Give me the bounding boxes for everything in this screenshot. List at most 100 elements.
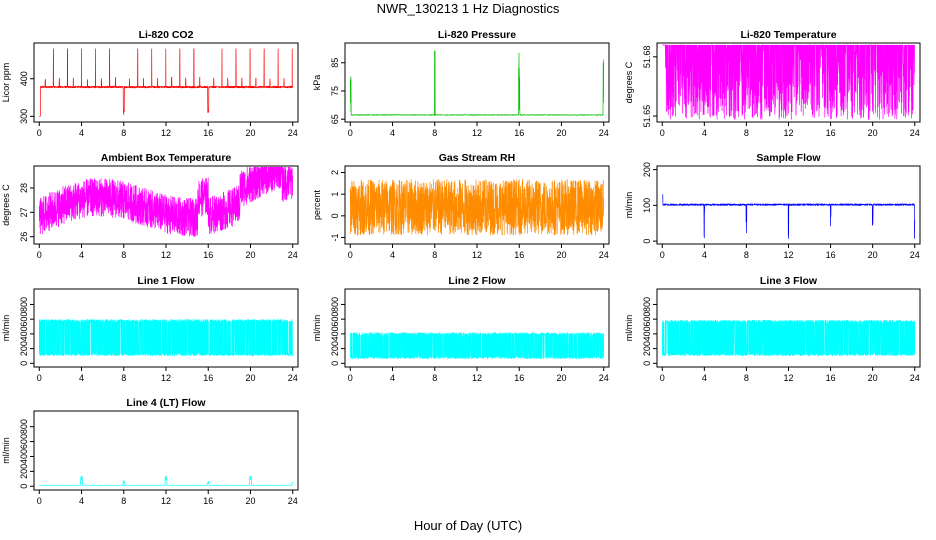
x-tick-label: 24	[288, 496, 298, 506]
panel-title: Li-820 Pressure	[438, 29, 516, 41]
y-axis-label: kPa	[312, 75, 322, 91]
series-line	[661, 319, 916, 357]
y-axis-label: percent	[312, 189, 322, 220]
panel-title: Line 2 Flow	[448, 275, 506, 287]
y-tick-label: 400	[19, 449, 29, 464]
x-tick-label: 20	[245, 373, 255, 383]
x-tick-label: 4	[79, 250, 84, 260]
y-tick-label: 200	[642, 341, 652, 356]
y-tick-label: -1	[330, 233, 340, 241]
x-tick-label: 4	[702, 250, 707, 260]
series-line	[349, 332, 605, 360]
x-tick-label: 4	[79, 496, 84, 506]
x-tick-label: 8	[744, 373, 749, 383]
y-axis-label: ml/min	[624, 192, 634, 219]
x-tick-label: 0	[660, 128, 665, 138]
y-axis-label: degrees C	[1, 184, 11, 226]
figure-title: NWR_130213 1 Hz Diagnostics	[376, 1, 560, 16]
x-tick-label: 8	[432, 250, 437, 260]
x-tick-label: 4	[79, 128, 84, 138]
series-line	[662, 44, 916, 121]
y-tick-label: 800	[642, 297, 652, 312]
x-tick-label: 24	[599, 128, 609, 138]
x-tick-label: 0	[660, 373, 665, 383]
y-tick-label: 2	[330, 170, 340, 175]
y-tick-label: 800	[19, 419, 29, 434]
panel-title: Line 1 Flow	[137, 275, 195, 287]
y-axis-label: ml/min	[624, 315, 634, 342]
y-tick-label: 200	[19, 341, 29, 356]
x-tick-label: 12	[161, 496, 171, 506]
x-tick-label: 24	[288, 250, 298, 260]
x-tick-label: 20	[556, 373, 566, 383]
series-line	[39, 48, 294, 117]
x-tick-label: 24	[599, 373, 609, 383]
y-tick-label: 200	[330, 341, 340, 356]
x-tick-label: 16	[203, 128, 213, 138]
panel-title: Line 4 (LT) Flow	[126, 397, 206, 409]
x-tick-label: 12	[783, 128, 793, 138]
x-tick-label: 24	[288, 373, 298, 383]
y-tick-label: 27	[19, 207, 29, 217]
x-tick-label: 0	[348, 250, 353, 260]
series-line	[38, 166, 294, 237]
y-tick-label: 1	[330, 192, 340, 197]
x-tick-label: 8	[121, 128, 126, 138]
y-tick-label: 400	[19, 71, 29, 86]
x-tick-label: 0	[348, 128, 353, 138]
x-tick-label: 12	[472, 128, 482, 138]
figure-x-axis-label: Hour of Day (UTC)	[413, 518, 523, 533]
y-tick-label: 200	[642, 162, 652, 177]
y-tick-label: 51.65	[642, 105, 652, 128]
panel-frame	[344, 42, 610, 123]
x-tick-label: 8	[121, 496, 126, 506]
y-tick-label: 200	[19, 464, 29, 479]
x-tick-label: 0	[660, 250, 665, 260]
x-tick-label: 12	[161, 128, 171, 138]
x-tick-label: 20	[556, 250, 566, 260]
x-tick-label: 4	[390, 373, 395, 383]
x-tick-label: 4	[79, 373, 84, 383]
y-tick-label: 65	[330, 114, 340, 124]
y-tick-label: 600	[642, 312, 652, 327]
panel-title: Li-820 Temperature	[740, 29, 836, 41]
x-tick-label: 0	[348, 373, 353, 383]
series-line	[349, 178, 605, 236]
y-tick-label: 800	[19, 297, 29, 312]
x-tick-label: 20	[245, 496, 255, 506]
y-tick-label: 26	[19, 232, 29, 242]
x-tick-label: 8	[121, 250, 126, 260]
y-tick-label: 0	[19, 361, 29, 366]
x-tick-label: 8	[744, 250, 749, 260]
y-axis-label: Licor ppm	[1, 63, 11, 103]
y-tick-label: 0	[330, 361, 340, 366]
x-tick-label: 16	[826, 250, 836, 260]
x-tick-label: 12	[783, 373, 793, 383]
x-tick-label: 12	[161, 250, 171, 260]
y-tick-label: 28	[19, 183, 29, 193]
x-tick-label: 8	[121, 373, 126, 383]
x-tick-label: 0	[37, 496, 42, 506]
x-tick-label: 12	[161, 373, 171, 383]
x-tick-label: 20	[868, 250, 878, 260]
x-tick-label: 4	[390, 250, 395, 260]
x-tick-label: 8	[744, 128, 749, 138]
y-tick-label: 400	[642, 326, 652, 341]
x-tick-label: 16	[826, 373, 836, 383]
y-tick-label: 51.68	[642, 46, 652, 69]
x-tick-label: 16	[514, 373, 524, 383]
x-tick-label: 16	[514, 250, 524, 260]
x-tick-label: 8	[432, 128, 437, 138]
y-axis-label: ml/min	[312, 315, 322, 342]
series-line	[662, 194, 916, 239]
x-tick-label: 24	[910, 373, 920, 383]
x-tick-label: 4	[702, 373, 707, 383]
y-tick-label: 600	[330, 312, 340, 327]
y-tick-label: 600	[19, 312, 29, 327]
y-tick-label: 0	[330, 213, 340, 218]
series-line	[38, 475, 294, 486]
panel-title: Gas Stream RH	[439, 152, 515, 164]
x-tick-label: 20	[868, 128, 878, 138]
y-axis-label: ml/min	[1, 437, 11, 464]
